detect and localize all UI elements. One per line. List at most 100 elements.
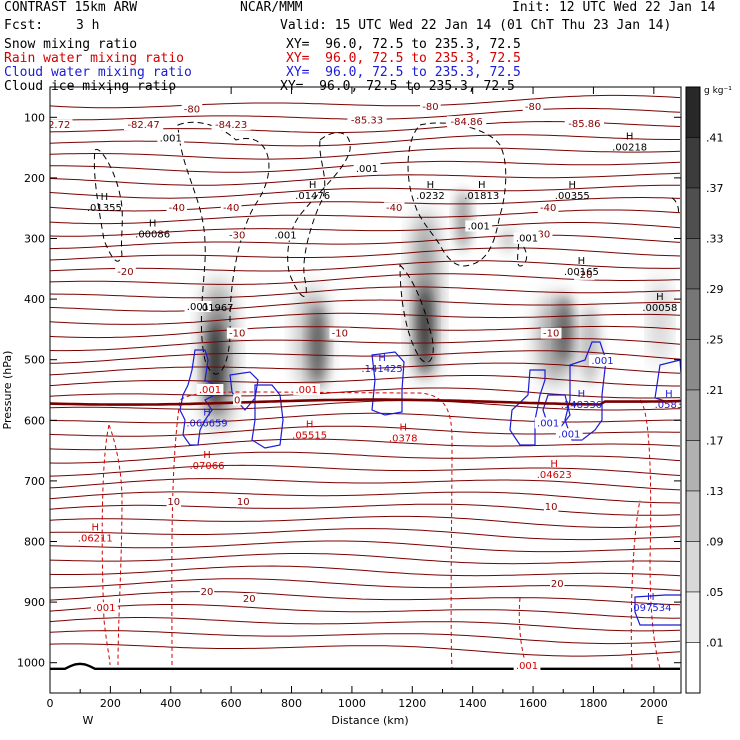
rain-max-value: .07066	[189, 461, 224, 472]
temperature-label: -10	[229, 329, 245, 340]
ice-contour-label-bg	[353, 162, 381, 174]
ice-max-marker: H	[427, 180, 435, 191]
rain-max-marker: H	[203, 450, 211, 461]
temperature-label-bg	[115, 265, 136, 277]
contour-labels: 82.72 -82.47 -84.23 -85.33 -84.86 -85.86 -80 -8…	[50, 101, 681, 672]
rain-contour	[630, 499, 641, 669]
temperature-label-bg	[347, 114, 387, 126]
colorbar-cell	[685, 440, 701, 492]
temperature-contour	[50, 325, 681, 339]
temperature-label-bg	[166, 202, 188, 214]
x-tick-label: 1000	[338, 697, 366, 710]
rain-contour-label-bg	[196, 384, 224, 396]
temperature-contour	[50, 630, 681, 645]
colorbar-tick-label: .25	[706, 334, 724, 347]
ice-contour-label: .001	[274, 231, 296, 242]
temperature-label-bg	[123, 119, 164, 131]
rain-contour-label-bg	[90, 602, 118, 614]
rain-contour-label-bg	[293, 384, 321, 396]
colorbar-tick-label: .21	[706, 384, 724, 397]
temperature-label-bg	[166, 496, 181, 508]
colorbar-cell	[685, 238, 701, 290]
org-title: NCAR/MMM	[240, 0, 303, 15]
temperature-label-bg	[447, 116, 487, 128]
y-tick-label: 1000	[17, 657, 45, 670]
colorbar-unit: g kg⁻¹	[704, 86, 732, 96]
ice-contour	[407, 122, 507, 267]
rain-max-marker: H	[92, 523, 100, 534]
colorbar-tick-label: .33	[706, 233, 724, 246]
cloud-water-contour-label: .001	[537, 418, 559, 429]
cloud-water-contour	[179, 349, 216, 446]
temperature-label-bg	[564, 117, 604, 129]
temperature-contour	[50, 478, 681, 491]
temperature-label: -20	[576, 270, 592, 281]
temperature-label-bg	[226, 327, 248, 339]
ice-contour-label: .001	[356, 164, 378, 175]
ice-max-marker: H	[309, 180, 317, 191]
temperature-label: 10	[545, 502, 558, 513]
y-tick-label: 600	[24, 414, 45, 427]
init-time: Init: 12 UTC Wed 22 Jan 14	[512, 0, 716, 15]
x-tick-label: 800	[281, 697, 302, 710]
temperature-contour	[50, 438, 681, 451]
field-xy-rain: XY= 96.0, 72.5 to 235.3, 72.5	[286, 51, 521, 66]
temperature-contour	[50, 260, 681, 272]
temperature-label-bg	[540, 327, 562, 339]
temperature-label: -84.23	[215, 120, 247, 131]
rain-contour-label: .001	[516, 661, 538, 672]
temperature-label-bg	[233, 394, 242, 406]
temperature-contour	[50, 387, 681, 399]
rain-max-value: .05515	[292, 430, 327, 441]
fcst-value: 3 h	[76, 18, 100, 33]
ice-max-value: .00355	[555, 191, 590, 202]
colorbar-tick-label: .41	[706, 132, 724, 145]
cloud-water-max-marker: H	[378, 353, 386, 364]
y-tick-label: 500	[24, 354, 45, 367]
temperature-label: 20	[243, 594, 256, 605]
temperature-contour	[50, 312, 681, 325]
colorbar-cell	[685, 86, 701, 138]
ice-max-marker: H	[656, 292, 664, 303]
y-tick-label: 800	[24, 536, 45, 549]
rain-max-value: .04623	[537, 470, 572, 481]
temperature-label-bg	[550, 577, 565, 589]
cloud-water-max-value: .097534	[630, 603, 671, 614]
colorbar-cell	[685, 339, 701, 391]
temperature-label: -85.33	[351, 115, 383, 126]
ice-max-value: .00165	[564, 267, 599, 278]
cloud-water-max-marker: H	[578, 389, 586, 400]
rain-contour-label-bg	[513, 659, 541, 671]
temperature-label: -80	[525, 102, 541, 113]
ice-max-value: .00218	[612, 143, 647, 154]
cloud-water-contour-label: .001	[591, 356, 613, 367]
temperature-contour	[50, 172, 681, 186]
temperature-contour	[50, 553, 681, 565]
temperature-label: 20	[201, 587, 214, 598]
axes: 0 200 400 600 800 1000 1200 1400 1600 1800 2000100…	[17, 87, 681, 710]
colorbar-tick-label: .29	[706, 283, 724, 296]
temperature-label: -30	[534, 229, 550, 240]
temperature-contour	[50, 375, 680, 387]
colorbar-cell	[685, 137, 701, 189]
ice-contour	[671, 197, 679, 216]
cloud-water-contour-label-bg	[589, 354, 616, 366]
colorbar-tick-label: .09	[706, 536, 724, 549]
rain-contour	[101, 424, 111, 666]
temperature-label: -84.86	[451, 117, 483, 128]
temperature-contour	[50, 503, 681, 516]
x-tick-label: 0	[47, 697, 54, 710]
cloud-water-contour	[634, 594, 681, 626]
temperature-label-bg	[383, 202, 405, 214]
cloud-water-contours	[179, 341, 681, 626]
temperature-label-bg	[543, 500, 559, 512]
ice-max-value: .00058	[642, 303, 677, 314]
temperature-label: -10	[543, 329, 559, 340]
cloud-water-max-value: .066659	[186, 418, 227, 429]
temperature-label: -40	[169, 203, 185, 214]
x-axis-label: Distance (km)	[331, 714, 408, 727]
cloud-water-max-value: .148336	[561, 400, 602, 411]
y-tick-label: 400	[24, 293, 45, 306]
ice-contour	[399, 263, 434, 363]
rain-contour-label: .001	[199, 385, 221, 396]
